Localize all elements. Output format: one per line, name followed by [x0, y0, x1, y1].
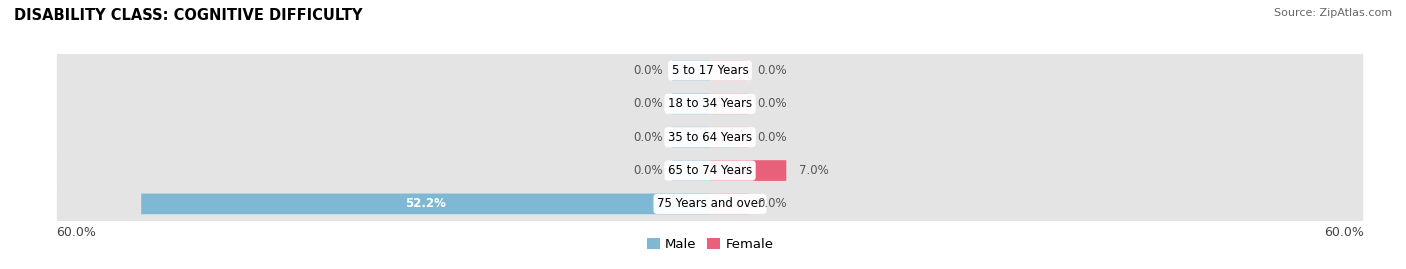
- FancyBboxPatch shape: [672, 160, 710, 181]
- Text: 65 to 74 Years: 65 to 74 Years: [668, 164, 752, 177]
- FancyBboxPatch shape: [672, 127, 710, 147]
- FancyBboxPatch shape: [710, 94, 748, 114]
- Text: 75 Years and over: 75 Years and over: [657, 197, 763, 210]
- Text: 5 to 17 Years: 5 to 17 Years: [672, 64, 748, 77]
- Text: 18 to 34 Years: 18 to 34 Years: [668, 97, 752, 110]
- Text: 60.0%: 60.0%: [1324, 226, 1364, 239]
- FancyBboxPatch shape: [672, 94, 710, 114]
- Text: 0.0%: 0.0%: [634, 97, 664, 110]
- Text: 0.0%: 0.0%: [634, 64, 664, 77]
- FancyBboxPatch shape: [710, 60, 748, 81]
- FancyBboxPatch shape: [56, 116, 1364, 158]
- Text: 35 to 64 Years: 35 to 64 Years: [668, 131, 752, 144]
- FancyBboxPatch shape: [710, 127, 748, 147]
- FancyBboxPatch shape: [56, 49, 1364, 91]
- Text: 0.0%: 0.0%: [634, 131, 664, 144]
- Text: Source: ZipAtlas.com: Source: ZipAtlas.com: [1274, 8, 1392, 18]
- Text: 52.2%: 52.2%: [405, 197, 446, 210]
- Text: 7.0%: 7.0%: [800, 164, 830, 177]
- Text: 60.0%: 60.0%: [56, 226, 96, 239]
- Text: 0.0%: 0.0%: [756, 64, 786, 77]
- FancyBboxPatch shape: [56, 83, 1364, 125]
- Text: 0.0%: 0.0%: [756, 131, 786, 144]
- FancyBboxPatch shape: [672, 60, 710, 81]
- FancyBboxPatch shape: [710, 160, 786, 181]
- Text: 0.0%: 0.0%: [756, 197, 786, 210]
- Text: 0.0%: 0.0%: [634, 164, 664, 177]
- Text: DISABILITY CLASS: COGNITIVE DIFFICULTY: DISABILITY CLASS: COGNITIVE DIFFICULTY: [14, 8, 363, 23]
- FancyBboxPatch shape: [56, 150, 1364, 192]
- FancyBboxPatch shape: [56, 183, 1364, 225]
- Legend: Male, Female: Male, Female: [647, 238, 773, 251]
- Text: 0.0%: 0.0%: [756, 97, 786, 110]
- FancyBboxPatch shape: [141, 194, 710, 214]
- FancyBboxPatch shape: [710, 194, 748, 214]
